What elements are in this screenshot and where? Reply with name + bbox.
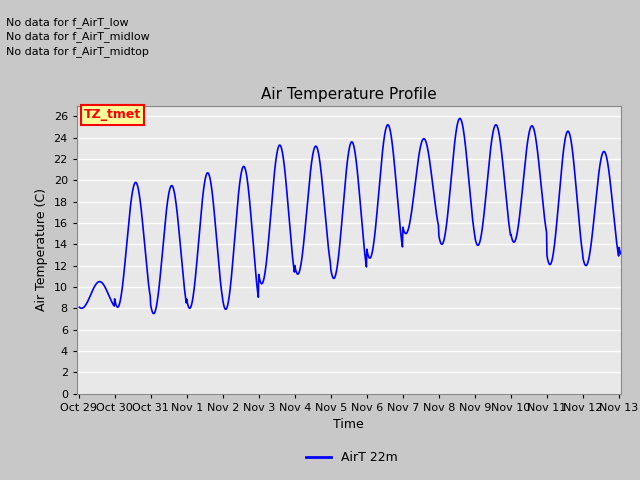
X-axis label: Time: Time — [333, 418, 364, 431]
Text: No data for f_AirT_midtop: No data for f_AirT_midtop — [6, 46, 149, 57]
Y-axis label: Air Temperature (C): Air Temperature (C) — [35, 188, 48, 311]
Text: No data for f_AirT_low: No data for f_AirT_low — [6, 17, 129, 28]
Text: TZ_tmet: TZ_tmet — [84, 108, 141, 121]
Text: No data for f_AirT_midlow: No data for f_AirT_midlow — [6, 31, 150, 42]
Legend: AirT 22m: AirT 22m — [301, 446, 403, 469]
Title: Air Temperature Profile: Air Temperature Profile — [261, 87, 436, 102]
